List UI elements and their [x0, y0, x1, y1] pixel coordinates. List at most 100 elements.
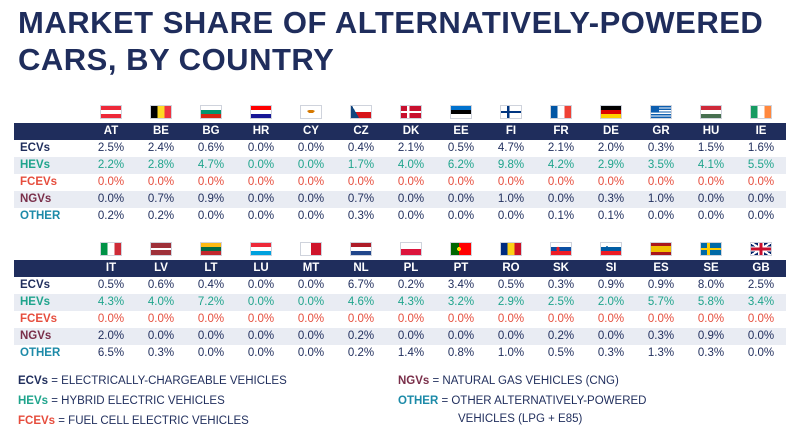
table-cell: 2.0%	[586, 294, 636, 311]
table-cell: 0.0%	[747, 313, 775, 325]
table-cell: 4.2%	[536, 157, 586, 174]
table-cell: 2.2%	[86, 157, 136, 174]
flag-cell	[536, 240, 586, 260]
table-cell: 0.0%	[247, 313, 275, 325]
cyprus-flag	[300, 105, 322, 120]
table-row-hev: HEVs 2.2% 2.8% 4.7% 0.0% 0.0% 1.7% 4.0% 6.2% 9.8%…	[14, 157, 786, 174]
table-cell: 3.4%	[736, 294, 786, 311]
flag-cell	[736, 240, 786, 260]
table-cell: 0.0%	[697, 313, 725, 325]
table-cell: 0.0%	[586, 328, 636, 345]
table-cell: 0.0%	[97, 176, 125, 188]
table-cell: 0.7%	[336, 191, 386, 208]
row-label: NGVs	[14, 191, 86, 208]
legend-text: = ELECTRICALLY-CHARGEABLE VEHICLES	[48, 375, 287, 387]
bulgaria-flag	[200, 105, 222, 120]
table-cell: 0.0%	[647, 210, 675, 222]
table-cell: 0.0%	[286, 328, 336, 345]
table-cell: 0.0%	[197, 176, 225, 188]
belgium-flag	[150, 105, 172, 120]
table-cell: 4.1%	[686, 157, 736, 174]
table-cell: 8.0%	[697, 279, 725, 291]
country-code: PT	[436, 260, 486, 277]
table-cell: 0.0%	[347, 313, 375, 325]
country-code: HU	[686, 123, 736, 140]
table-cell: 2.9%	[486, 294, 536, 311]
table-cell: 0.0%	[147, 176, 175, 188]
legend-hev: HEVs = HYBRID ELECTRIC VEHICLES	[18, 393, 225, 409]
table-cell: 0.0%	[497, 210, 525, 222]
table-cell: 0.0%	[197, 347, 225, 359]
legend-ngv: NGVs = NATURAL GAS VEHICLES (CNG)	[398, 373, 619, 389]
table-cell: 4.3%	[86, 294, 136, 311]
country-code: BE	[136, 123, 186, 140]
table-row-ngv: NGVs 2.0% 0.0% 0.0% 0.0% 0.0% 0.2% 0.0% 0.0% 0.0%…	[14, 328, 786, 345]
table-cell: 1.5%	[697, 142, 725, 154]
luxembourg-flag	[250, 242, 272, 257]
table-cell: 1.0%	[497, 347, 525, 359]
flag-cell	[336, 103, 386, 123]
table-cell: 0.0%	[547, 313, 575, 325]
legend-text: = OTHER ALTERNATIVELY-POWERED	[438, 395, 647, 407]
row-label: HEVs	[14, 294, 86, 311]
table-cell: 9.8%	[486, 157, 536, 174]
country-code: CY	[286, 123, 336, 140]
table-cell: 2.9%	[586, 157, 636, 174]
row-label: OTHER	[20, 347, 61, 359]
country-code: AT	[86, 123, 136, 140]
legend-key: NGVs	[398, 375, 430, 387]
table-cell: 3.4%	[447, 279, 475, 291]
flag-cell	[286, 103, 336, 123]
flag-cell	[386, 103, 436, 123]
market-share-table-1: AT BE BG HR CY CZ DK EE FI FR DE GR HU IE ECVs 2.5% 2.4%…	[14, 103, 786, 225]
flag-cell	[686, 240, 736, 260]
table-cell: 0.0%	[247, 279, 275, 291]
table-cell: 0.0%	[297, 176, 325, 188]
table-cell: 2.4%	[147, 142, 175, 154]
table-cell: 0.1%	[597, 210, 625, 222]
flag-cell	[136, 240, 186, 260]
greece-flag	[650, 105, 672, 120]
table-cell: 0.0%	[136, 328, 186, 345]
table-cell: 0.2%	[147, 210, 175, 222]
flag-cell	[486, 103, 536, 123]
table-cell: 0.0%	[297, 279, 325, 291]
portugal-flag	[450, 242, 472, 257]
table-cell: 3.5%	[636, 157, 686, 174]
table-cell: 0.5%	[547, 347, 575, 359]
table-cell: 5.5%	[736, 157, 786, 174]
slovakia-flag	[550, 242, 572, 257]
table-cell: 0.0%	[447, 313, 475, 325]
table-cell: 0.0%	[186, 328, 236, 345]
country-code: SE	[686, 260, 736, 277]
flag-row	[14, 240, 786, 260]
poland-flag	[400, 242, 422, 257]
flag-cell	[436, 240, 486, 260]
table-cell: 0.2%	[347, 347, 375, 359]
table-cell: 0.0%	[697, 176, 725, 188]
table-row-other: OTHER 6.5% 0.3% 0.0% 0.0% 0.0% 0.2% 1.4% 0.8% 1.0…	[14, 345, 786, 362]
table-cell: 0.0%	[386, 328, 436, 345]
table-cell: 0.0%	[436, 328, 486, 345]
table-cell: 0.5%	[497, 279, 525, 291]
table-cell: 0.0%	[347, 176, 375, 188]
table-cell: 2.0%	[86, 328, 136, 345]
table-cell: 0.3%	[586, 191, 636, 208]
table-cell: 0.0%	[397, 176, 425, 188]
table-cell: 4.0%	[136, 294, 186, 311]
table-cell: 0.0%	[697, 210, 725, 222]
table-cell: 0.0%	[247, 142, 275, 154]
table-cell: 0.3%	[636, 328, 686, 345]
flag-cell	[236, 103, 286, 123]
legend-other-continued: VEHICLES (LPG + E85)	[458, 411, 582, 427]
legend-text: VEHICLES (LPG + E85)	[458, 413, 583, 425]
table-cell: 1.7%	[336, 157, 386, 174]
table-cell: 0.0%	[736, 328, 786, 345]
table-cell: 0.0%	[247, 347, 275, 359]
flag-cell	[86, 103, 136, 123]
country-code: DE	[586, 123, 636, 140]
row-label: FCEVs	[20, 176, 58, 188]
latvia-flag	[150, 242, 172, 257]
country-code: LU	[236, 260, 286, 277]
table-cell: 0.0%	[286, 191, 336, 208]
